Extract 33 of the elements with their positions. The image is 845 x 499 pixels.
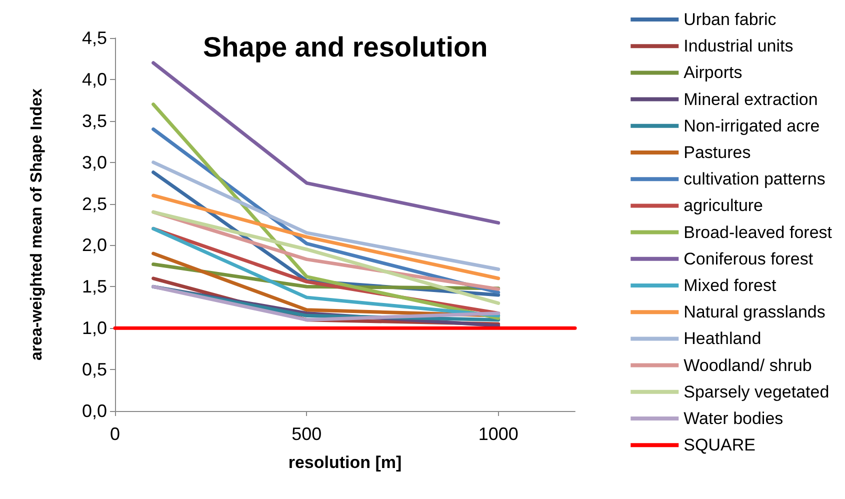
legend-label: Coniferous forest xyxy=(684,249,814,268)
legend-label: Pastures xyxy=(684,143,751,162)
y-tick-label: 0,5 xyxy=(82,360,107,380)
legend-label: cultivation patterns xyxy=(684,170,826,189)
legend-label: Woodland/ shrub xyxy=(684,356,812,375)
x-tick-label: 1000 xyxy=(478,424,518,444)
y-tick-label: 0,0 xyxy=(82,401,107,421)
x-tick-label: 500 xyxy=(292,424,322,444)
legend-label: Water bodies xyxy=(684,409,784,428)
y-tick-label: 1,0 xyxy=(82,318,107,338)
legend-label: Natural grasslands xyxy=(684,302,826,322)
x-tick-label: 0 xyxy=(110,424,120,444)
y-tick-label: 3,5 xyxy=(82,110,107,131)
legend-label: Broad-leaved forest xyxy=(684,222,832,242)
legend-label: Heathland xyxy=(684,329,762,348)
x-axis-title: resolution [m] xyxy=(288,453,402,472)
legend-label: Urban fabric xyxy=(684,10,777,29)
y-axis-title: area-weighted mean of Shape Index xyxy=(28,88,46,361)
legend-label: Sparsely vegetated xyxy=(684,382,830,402)
legend-label: Non-irrigated acre xyxy=(684,116,820,136)
legend-label: Industrial units xyxy=(684,36,794,56)
y-tick-label: 3,0 xyxy=(82,152,107,172)
legend-label: Mixed forest xyxy=(684,276,777,295)
y-tick-label: 2,5 xyxy=(82,194,107,214)
y-tick-label: 4,5 xyxy=(82,28,107,48)
y-tick-label: 4,0 xyxy=(82,69,107,90)
chart-title: Shape and resolution xyxy=(203,32,488,62)
legend-label: Airports xyxy=(684,63,742,82)
legend-label: agriculture xyxy=(684,196,764,216)
y-tick-label: 2,0 xyxy=(82,235,107,256)
legend-label: SQUARE xyxy=(684,436,756,455)
y-tick-label: 1,5 xyxy=(82,276,107,297)
legend-label: Mineral extraction xyxy=(684,90,818,109)
